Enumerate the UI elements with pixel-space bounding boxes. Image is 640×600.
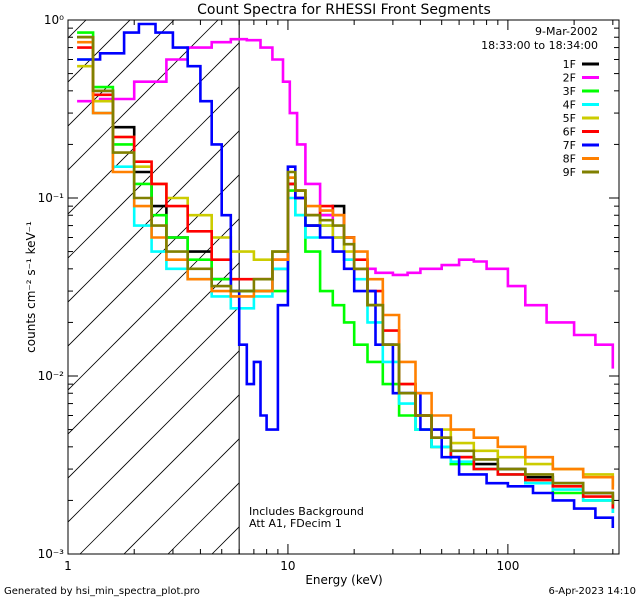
hatch-line [300,0,640,554]
x-tick-label: 1 [64,559,72,573]
series-line-9f [77,35,615,505]
date-label: 9-Mar-2002 [535,25,598,38]
y-tick-label: 10⁻¹ [38,191,65,205]
y-tick-label: 10⁰ [44,13,64,27]
legend-label-1f: 1F [563,58,576,71]
series-line-4f [77,58,615,513]
plot-frame [67,19,620,555]
footer-timestamp: 6-Apr-2023 14:10 [549,586,636,597]
x-axis-label: Energy (keV) [305,573,382,587]
legend-label-7f: 7F [563,139,576,152]
legend-label-9f: 9F [563,166,576,179]
hatch-line [68,130,240,303]
chart-title: Count Spectra for RHESSI Front Segments [197,2,491,18]
y-axis-ticks: 10⁰ 10⁻¹ 10⁻² 10⁻³ [38,13,619,561]
hatch-line [68,218,240,391]
y-axis-label: counts cm⁻² s⁻¹ keV⁻¹ [24,221,38,353]
hatch-line [123,438,240,554]
x-axis-ticks: 1 10 100 [64,20,614,573]
hatch-line [68,174,240,347]
series-line-1f [77,35,615,509]
legend-label-6f: 6F [563,126,576,139]
x-tick-label: 100 [496,559,519,573]
series-line-6f [77,46,615,509]
footer-generated-by: Generated by hsi_min_spectra_plot.pro [4,586,200,597]
annotation-attenuator: Att A1, FDecim 1 [249,517,342,530]
hatch-line [68,262,240,435]
series-line-5f [77,64,615,487]
time-range-label: 18:33:00 to 18:34:00 [481,39,598,52]
x-tick-label: 10 [280,559,295,573]
legend-label-8f: 8F [563,153,576,166]
legend-label-2f: 2F [563,72,576,85]
annotation-background: Includes Background [249,505,364,518]
hatch-line [68,306,240,479]
y-tick-label: 10⁻² [38,369,65,383]
hatch-line [68,86,240,259]
series-lines [77,22,615,528]
legend-label-5f: 5F [563,112,576,125]
hatch-line [79,394,240,554]
series-line-7f [77,22,615,528]
legend-label-4f: 4F [563,99,576,112]
hatch-line [68,350,240,523]
hatch-line [68,20,87,39]
hatch-line [68,20,219,171]
legend-label-3f: 3F [563,85,576,98]
hatch-line [68,42,240,215]
y-tick-label: 10⁻³ [38,547,65,561]
series-line-3f [77,31,615,513]
